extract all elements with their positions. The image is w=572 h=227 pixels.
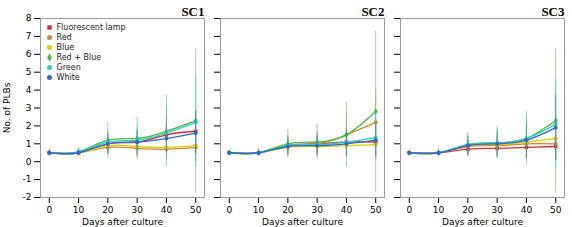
svg-text:Fluorescent lamp: Fluorescent lamp	[57, 23, 126, 32]
svg-text:0: 0	[26, 157, 32, 167]
svg-text:40: 40	[341, 205, 353, 215]
svg-text:Green: Green	[57, 63, 81, 72]
svg-text:Red: Red	[57, 33, 72, 42]
svg-text:50: 50	[370, 205, 382, 215]
svg-text:8: 8	[26, 13, 32, 23]
svg-text:10: 10	[73, 205, 85, 215]
svg-text:20: 20	[282, 205, 294, 215]
svg-text:30: 30	[311, 205, 323, 215]
svg-text:10: 10	[253, 205, 265, 215]
svg-text:0: 0	[46, 205, 52, 215]
svg-text:20: 20	[462, 205, 474, 215]
svg-text:40: 40	[161, 205, 173, 215]
svg-text:7: 7	[26, 31, 32, 41]
svg-text:30: 30	[491, 205, 503, 215]
svg-text:Days after culture: Days after culture	[82, 217, 163, 227]
svg-text:5: 5	[26, 67, 32, 77]
svg-text:4: 4	[26, 85, 32, 95]
svg-text:SC3: SC3	[541, 4, 565, 19]
svg-text:Days after culture: Days after culture	[262, 217, 343, 227]
svg-text:6: 6	[26, 49, 32, 59]
svg-text:50: 50	[550, 205, 562, 215]
svg-text:50: 50	[190, 205, 202, 215]
svg-text:Days after culture: Days after culture	[442, 217, 523, 227]
svg-text:10: 10	[433, 205, 445, 215]
svg-text:40: 40	[521, 205, 533, 215]
svg-text:Red + Blue: Red + Blue	[57, 53, 102, 62]
svg-text:0: 0	[226, 205, 232, 215]
svg-text:SC2: SC2	[361, 4, 384, 19]
svg-text:White: White	[57, 73, 80, 82]
svg-text:1: 1	[26, 139, 32, 149]
svg-text:-2: -2	[23, 192, 32, 202]
svg-text:2: 2	[26, 121, 32, 131]
svg-text:3: 3	[26, 103, 32, 113]
svg-text:No. of PLBs: No. of PLBs	[2, 82, 12, 133]
svg-text:-1: -1	[23, 174, 32, 184]
svg-text:30: 30	[131, 205, 143, 215]
svg-text:20: 20	[102, 205, 114, 215]
svg-text:0: 0	[406, 205, 412, 215]
svg-text:Blue: Blue	[57, 43, 75, 52]
svg-text:SC1: SC1	[181, 4, 204, 19]
